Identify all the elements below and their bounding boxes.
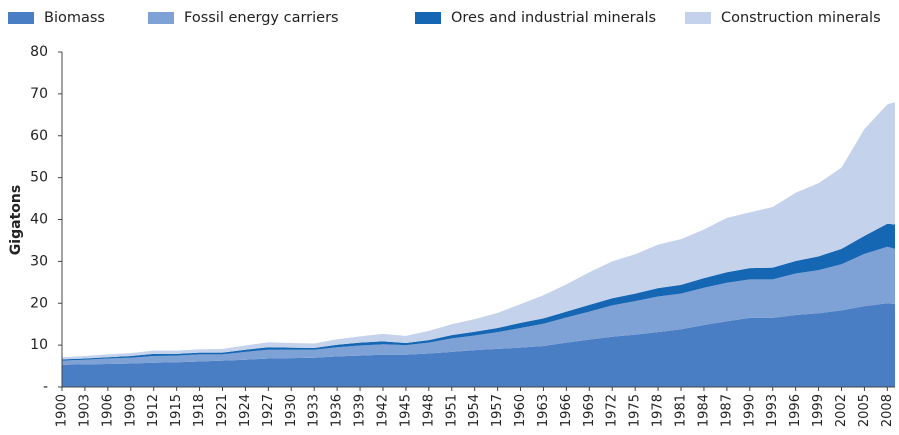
x-tick-label: 1966 [559, 394, 574, 427]
x-tick-label: 1984 [696, 394, 711, 427]
y-tick-label: 30 [30, 253, 48, 269]
x-tick-label: 1978 [651, 394, 666, 427]
x-tick-label: 1924 [238, 394, 253, 427]
y-tick-label: - [43, 379, 48, 395]
x-tick-label: 1993 [765, 394, 780, 427]
x-tick-label: 1975 [628, 394, 643, 427]
x-tick-label: 1963 [536, 394, 551, 427]
y-tick-label: 40 [30, 212, 48, 228]
legend-swatch [685, 12, 711, 24]
x-tick-label: 1912 [146, 394, 161, 427]
x-tick-label: 1945 [398, 394, 413, 427]
x-tick-label: 2005 [857, 394, 872, 427]
x-tick-label: 1903 [77, 394, 92, 427]
x-tick-label: 1933 [307, 394, 322, 427]
x-tick-label: 1987 [719, 394, 734, 427]
y-tick-label: 20 [30, 295, 48, 311]
x-tick-label: 1906 [100, 394, 115, 427]
x-tick-label: 1999 [811, 394, 826, 427]
legend-label: Construction minerals [721, 10, 881, 26]
y-axis-label: Gigatons [8, 185, 24, 255]
x-tick-label: 1918 [192, 394, 207, 427]
x-tick-label: 1996 [788, 394, 803, 427]
x-tick-label: 1981 [674, 394, 689, 427]
x-tick-label: 1900 [55, 394, 70, 427]
x-tick-label: 1942 [375, 394, 390, 427]
y-tick-label: 60 [30, 128, 48, 144]
x-tick-label: 1954 [467, 394, 482, 427]
x-tick-label: 1990 [742, 394, 757, 427]
area [62, 223, 895, 361]
y-tick-label: 70 [30, 86, 48, 102]
x-tick-label: 1960 [513, 394, 528, 427]
x-tick-label: 1921 [215, 394, 230, 427]
legend-label: Ores and industrial minerals [451, 10, 656, 26]
x-tick-label: 2002 [834, 394, 849, 427]
x-tick-label: 1909 [123, 394, 138, 427]
x-tick-label: 1930 [284, 394, 299, 427]
x-tick-label: 2008 [880, 394, 895, 427]
x-tick-label: 1972 [605, 394, 620, 427]
y-tick-label: 10 [30, 337, 48, 353]
legend-swatch [148, 12, 174, 24]
y-tick-label: 80 [30, 44, 48, 60]
area [62, 102, 895, 360]
x-tick-label: 1939 [353, 394, 368, 427]
legend-swatch [8, 12, 34, 24]
area [62, 246, 895, 365]
x-tick-label: 1927 [261, 394, 276, 427]
y-tick-label: 50 [30, 170, 48, 186]
x-tick-label: 1951 [444, 394, 459, 427]
x-tick-label: 1957 [490, 394, 505, 427]
legend-label: Fossil energy carriers [184, 10, 339, 26]
x-tick-label: 1969 [582, 394, 597, 427]
x-tick-label: 1936 [330, 394, 345, 427]
x-tick-label: 1915 [169, 394, 184, 427]
x-tick-label: 1948 [421, 394, 436, 427]
legend-swatch [415, 12, 441, 24]
legend-label: Biomass [44, 10, 105, 26]
area [62, 303, 895, 387]
